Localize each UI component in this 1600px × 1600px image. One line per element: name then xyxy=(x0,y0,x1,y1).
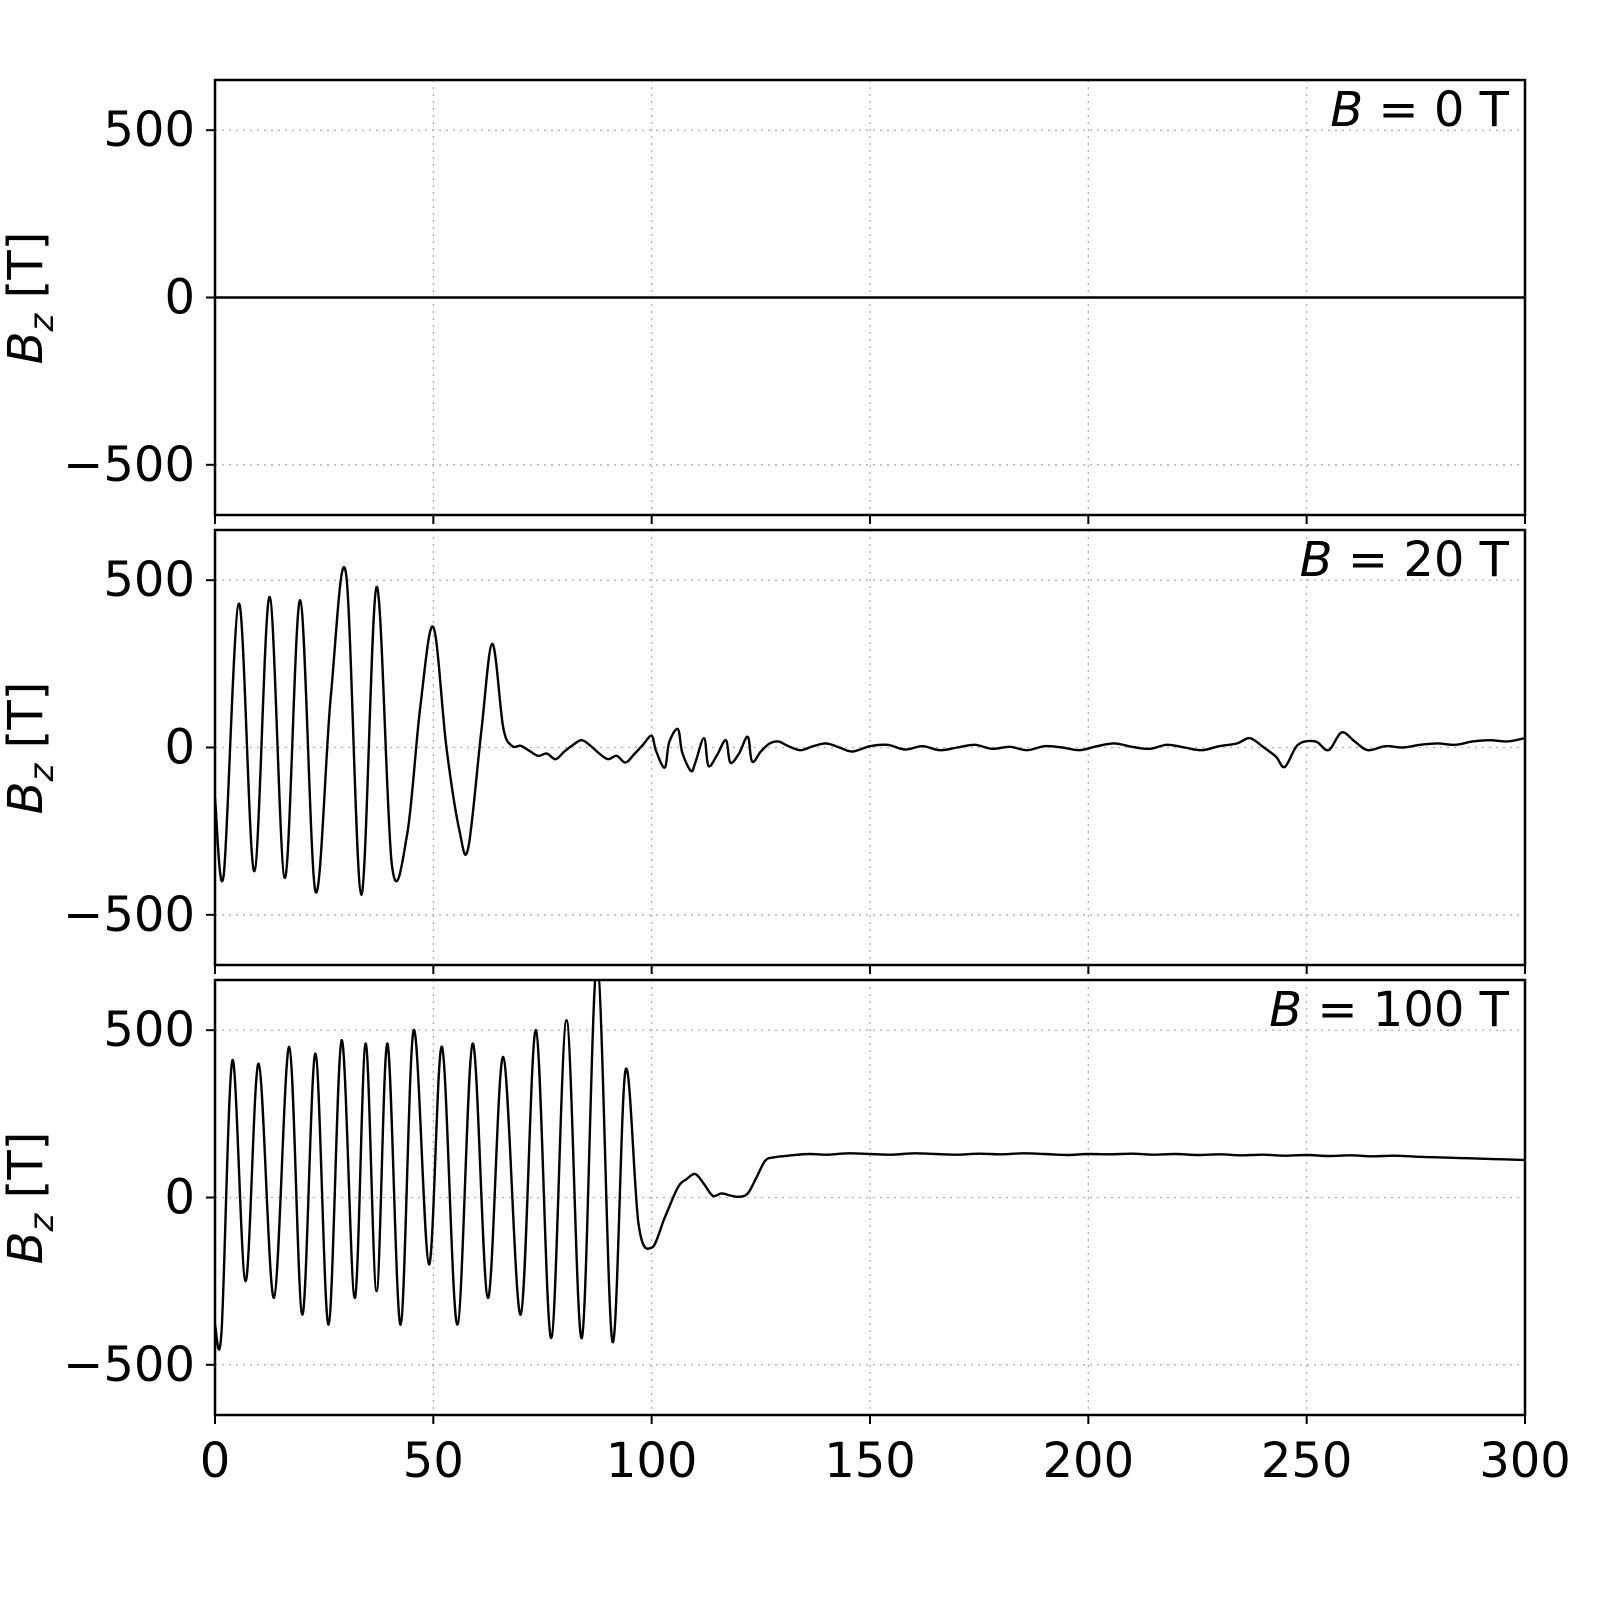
annotation-symbol: B xyxy=(1330,82,1364,138)
panel-annotation: B = 20 T xyxy=(1300,534,1509,587)
svg-text:50: 50 xyxy=(403,1433,464,1489)
ylabel-units: [T] xyxy=(0,1131,55,1214)
ylabel-subscript: z xyxy=(21,1213,62,1231)
y-axis-label: Bz [T] xyxy=(0,231,62,364)
y-axis-label: Bz [T] xyxy=(0,681,62,814)
ylabel-subscript: z xyxy=(21,763,62,781)
ylabel-subscript: z xyxy=(21,313,62,331)
svg-text:300: 300 xyxy=(1479,1433,1571,1489)
subplot-b-0: −500 0 500 B = 0 T Bz [T] xyxy=(0,78,1527,524)
y-axis-label: Bz [T] xyxy=(0,1131,62,1264)
annotation-value: = 0 T xyxy=(1363,82,1509,138)
annotation-value: = 20 T xyxy=(1332,532,1509,588)
svg-text:0: 0 xyxy=(164,270,195,326)
svg-text:150: 150 xyxy=(824,1433,916,1489)
svg-text:0: 0 xyxy=(164,1170,195,1226)
svg-text:−500: −500 xyxy=(63,887,195,943)
svg-text:100: 100 xyxy=(606,1433,698,1489)
annotation-symbol: B xyxy=(1269,982,1303,1038)
svg-text:0: 0 xyxy=(200,1433,231,1489)
annotation-value: = 100 T xyxy=(1302,982,1509,1038)
svg-text:−500: −500 xyxy=(63,1337,195,1393)
ylabel-units: [T] xyxy=(0,681,55,764)
ylabel-symbol: B xyxy=(0,330,55,364)
svg-text:200: 200 xyxy=(1043,1433,1135,1489)
annotation-symbol: B xyxy=(1299,532,1333,588)
svg-text:500: 500 xyxy=(103,102,195,158)
subplot-b-20: −500 0 500 B = 20 T Bz [T] xyxy=(0,528,1527,974)
plot-area-b-20: −500 0 500 xyxy=(63,528,1527,974)
ylabel-units: [T] xyxy=(0,231,55,314)
svg-text:0: 0 xyxy=(164,720,195,776)
svg-text:250: 250 xyxy=(1261,1433,1353,1489)
panel-annotation: B = 0 T xyxy=(1330,84,1509,137)
plot-area-b-0: −500 0 500 xyxy=(63,78,1527,524)
ylabel-symbol: B xyxy=(0,780,55,814)
svg-text:−500: −500 xyxy=(63,437,195,493)
panel-annotation: B = 100 T xyxy=(1269,984,1509,1037)
ylabel-symbol: B xyxy=(0,1230,55,1264)
svg-text:500: 500 xyxy=(103,1002,195,1058)
svg-text:500: 500 xyxy=(103,552,195,608)
subplot-b-100: 0 50 100 150 200 250 300 −500 0 500 B = 100 T Bz … xyxy=(0,978,1571,1489)
